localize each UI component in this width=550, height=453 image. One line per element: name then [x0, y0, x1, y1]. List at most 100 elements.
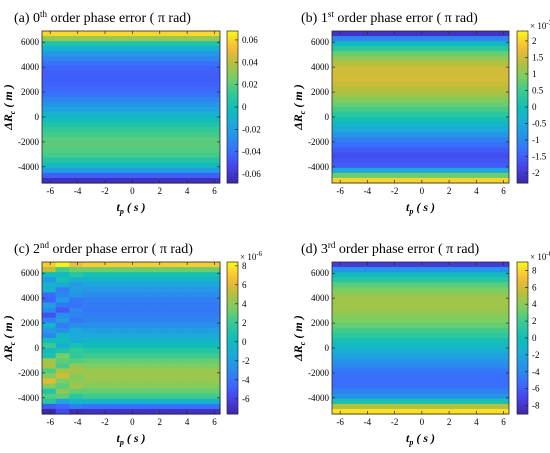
colorbar-swatch: [517, 380, 528, 384]
heatmap-cell: [124, 388, 139, 395]
colorbar-swatch: [517, 116, 528, 120]
heatmap-cell: [83, 363, 98, 369]
colorbar-swatch: [227, 271, 238, 275]
heatmap-cell: [151, 282, 166, 288]
colorbar-swatch: [227, 142, 238, 146]
heatmap-cell: [69, 403, 84, 410]
heatmap-cell: [42, 398, 57, 405]
heatmap-cell: [55, 302, 70, 309]
colorbar-swatch: [227, 171, 238, 175]
heatmap-cell: [96, 272, 112, 278]
heatmap-cell: [42, 297, 57, 304]
heatmap-cell: [206, 353, 221, 359]
heatmap-cell: [151, 353, 166, 359]
colorbar-swatch: [227, 323, 238, 327]
heatmap-cell: [96, 292, 112, 299]
heatmap-row: [332, 66, 509, 73]
colorbar-tick-label: -6: [532, 384, 540, 394]
heatmap-cell: [137, 388, 153, 395]
axes-frame: [41, 261, 221, 415]
heatmap-cell: [110, 408, 125, 415]
heatmap-cell: [178, 322, 194, 329]
heatmap-cell: [55, 317, 70, 324]
heatmap-cell: [83, 317, 98, 324]
colorbar-swatch: [227, 307, 238, 311]
colorbar-swatch: [227, 130, 238, 134]
heatmap-cell: [55, 262, 70, 268]
heatmap-cell: [165, 302, 180, 309]
x-tick-label: -6: [336, 186, 344, 196]
colorbar-swatch: [227, 149, 238, 153]
heatmap-cell: [178, 302, 194, 309]
heatmap-cell: [124, 332, 139, 339]
panel-a: -6 -4 -2 0 2 4 6-4000-20000200040006000-0.06-0…: [1, 9, 261, 216]
heatmap-cell: [69, 363, 84, 369]
colorbar-swatch: [517, 264, 528, 268]
colorbar-swatch: [517, 302, 528, 306]
heatmap-cell: [69, 262, 84, 268]
heatmap-cell: [137, 358, 153, 364]
colorbar-tick-label: 2: [532, 316, 537, 326]
colorbar-swatch: [227, 385, 238, 389]
colorbar-swatch: [227, 302, 238, 306]
heatmap-cell: [83, 322, 98, 329]
heatmap-row: [332, 363, 509, 369]
heatmap-cell: [110, 343, 125, 349]
y-tick-label: -2000: [18, 368, 39, 378]
colorbar-swatch: [227, 366, 238, 370]
colorbar-swatch: [227, 390, 238, 394]
colorbar-swatch: [227, 168, 238, 172]
colorbar-swatch: [227, 297, 238, 301]
colorbar-swatch: [517, 376, 528, 379]
colorbar-swatch: [227, 292, 238, 296]
heatmap-cell: [96, 322, 112, 329]
colorbar-swatch: [227, 266, 238, 270]
heatmap-cell: [192, 267, 207, 273]
heatmap-cell: [124, 287, 139, 293]
heatmap-row: [332, 267, 509, 273]
heatmap-cell: [151, 332, 166, 339]
panel-title: (d) 3rd order phase error ( π rad): [301, 240, 480, 257]
colorbar-swatch: [517, 130, 528, 134]
colorbar-swatch: [517, 335, 528, 339]
colorbar-swatch: [227, 383, 238, 387]
heatmap-row: [332, 368, 509, 375]
heatmap-cell: [165, 378, 180, 385]
heatmap-cell: [42, 358, 57, 364]
heatmap-cell: [206, 317, 221, 324]
heatmap-cell: [165, 282, 180, 288]
colorbar-swatch: [227, 285, 238, 289]
heatmap-cell: [96, 353, 112, 359]
heatmap-cell: [178, 343, 194, 349]
colorbar-swatch: [227, 114, 238, 118]
axes-frame: [331, 30, 510, 184]
colorbar-tick-label: -0.06: [242, 169, 261, 179]
heatmap-cell: [110, 317, 125, 324]
heatmap-cell: [83, 368, 98, 375]
y-tick-label: -4000: [308, 393, 329, 403]
heatmap-cell: [42, 343, 57, 349]
heatmap-row: [42, 71, 220, 78]
heatmap-row: [332, 96, 509, 103]
heatmap-cell: [165, 343, 180, 349]
colorbar-swatch: [227, 295, 238, 299]
heatmap-cell: [96, 302, 112, 309]
heatmap-cell: [124, 262, 139, 268]
heatmap-row: [42, 127, 220, 133]
colorbar-swatch: [227, 273, 238, 277]
colorbar-swatch: [517, 333, 528, 337]
heatmap-cell: [206, 373, 221, 380]
heatmap-cell: [55, 403, 70, 410]
heatmap-cell: [110, 292, 125, 299]
y-axis-label: ΔRc ( m ): [291, 315, 307, 361]
colorbar-swatch: [227, 349, 238, 353]
heatmap-row: [42, 31, 220, 37]
heatmap-cell: [137, 302, 153, 309]
heatmap-row: [332, 353, 509, 359]
heatmap-cell: [137, 403, 153, 410]
colorbar-swatch: [517, 366, 528, 370]
heatmap-cell: [192, 322, 207, 329]
heatmap-cell: [42, 327, 57, 334]
heatmap-cell: [192, 312, 207, 319]
colorbar-tick-label: 0.5: [532, 85, 544, 95]
